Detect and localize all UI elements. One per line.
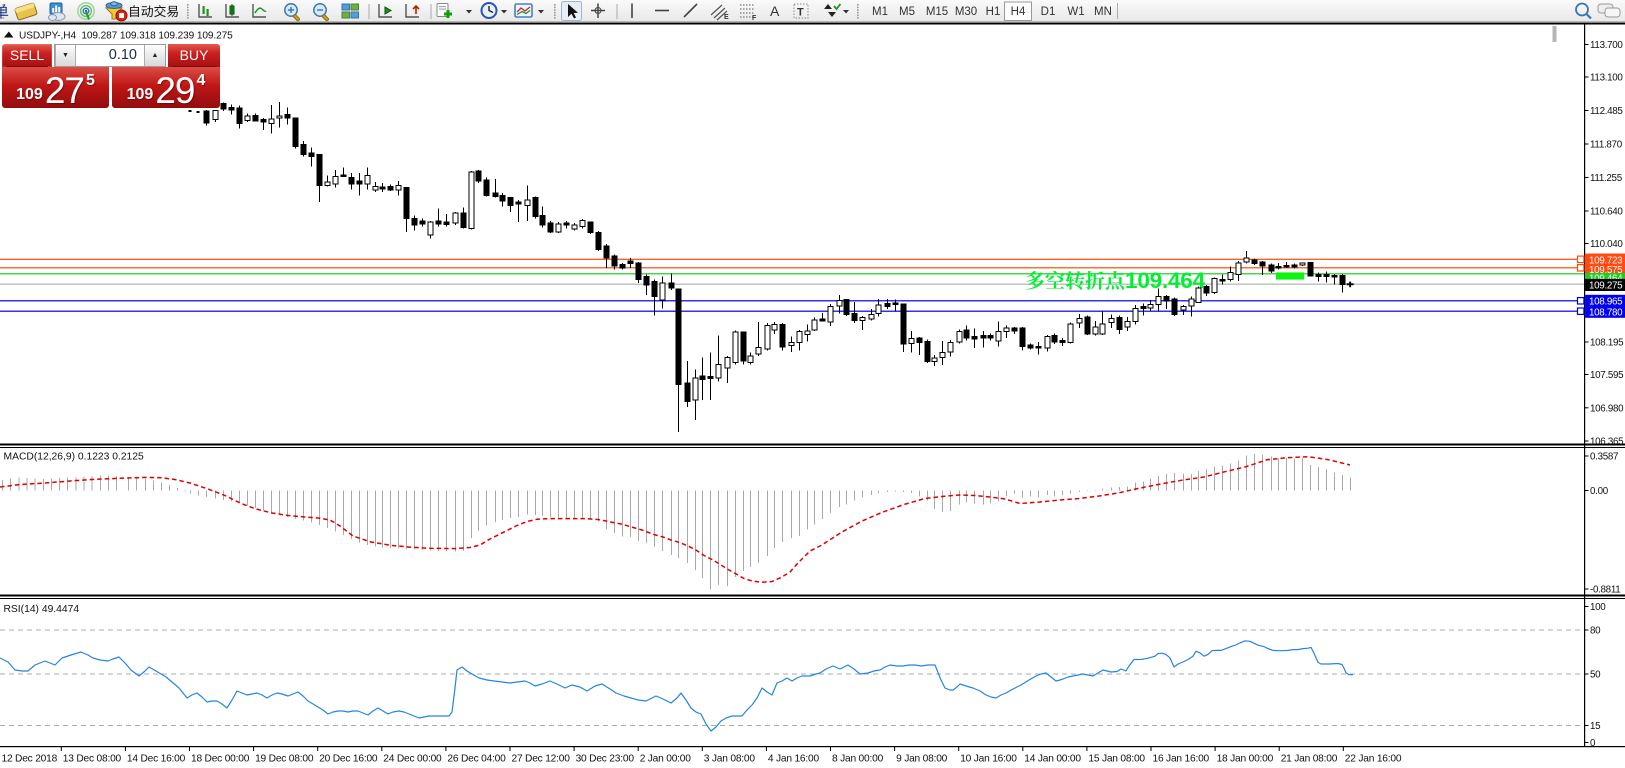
svg-text:MACD(12,26,9) 0.1223 0.2125: MACD(12,26,9) 0.1223 0.2125: [4, 452, 145, 463]
svg-text:18 Dec 00:00: 18 Dec 00:00: [191, 754, 250, 765]
svg-text:T: T: [797, 7, 804, 19]
svg-text:107.595: 107.595: [1590, 370, 1624, 381]
svg-text:0.00: 0.00: [1590, 486, 1609, 497]
svg-text:109.575: 109.575: [1589, 265, 1623, 276]
svg-text:108.195: 108.195: [1590, 338, 1624, 349]
svg-text:110.040: 110.040: [1590, 239, 1623, 250]
svg-text:108.780: 108.780: [1589, 307, 1623, 318]
svg-text:M1: M1: [872, 6, 888, 18]
svg-text:4 Jan 16:00: 4 Jan 16:00: [768, 754, 820, 765]
svg-text:109.723: 109.723: [1589, 255, 1623, 266]
svg-text:22 Jan 16:00: 22 Jan 16:00: [1345, 754, 1402, 765]
svg-text:15 Jan 08:00: 15 Jan 08:00: [1088, 754, 1145, 765]
svg-text:100: 100: [1590, 602, 1606, 613]
svg-text:20 Dec 16:00: 20 Dec 16:00: [319, 754, 378, 765]
svg-text:W1: W1: [1067, 6, 1084, 18]
svg-text:15: 15: [1590, 721, 1601, 732]
svg-text:106.365: 106.365: [1590, 437, 1624, 448]
svg-text:USDJPY-,H4 109.287 109.318 10: USDJPY-,H4 109.287 109.318 109.239 109.2…: [19, 31, 233, 42]
svg-text:50: 50: [1590, 670, 1601, 681]
svg-text:F: F: [752, 15, 757, 22]
svg-text:109.275: 109.275: [1589, 281, 1623, 292]
svg-text:16 Jan 16:00: 16 Jan 16:00: [1153, 754, 1210, 765]
svg-text:13 Dec 08:00: 13 Dec 08:00: [63, 754, 122, 765]
svg-text:8 Jan 00:00: 8 Jan 00:00: [832, 754, 884, 765]
svg-text:21 Jan 08:00: 21 Jan 08:00: [1281, 754, 1338, 765]
svg-text:A: A: [770, 3, 780, 19]
svg-text:14 Dec 16:00: 14 Dec 16:00: [127, 754, 186, 765]
svg-text:30 Dec 23:00: 30 Dec 23:00: [576, 754, 635, 765]
svg-text:80: 80: [1590, 626, 1601, 637]
svg-text:M5: M5: [899, 6, 915, 18]
svg-text:M15: M15: [926, 6, 948, 18]
svg-text:19 Dec 08:00: 19 Dec 08:00: [255, 754, 314, 765]
svg-text:2 Jan 00:00: 2 Jan 00:00: [640, 754, 692, 765]
svg-text:3 Jan 08:00: 3 Jan 08:00: [704, 754, 756, 765]
svg-text:D1: D1: [1041, 6, 1056, 18]
svg-text:108.965: 108.965: [1589, 296, 1623, 307]
svg-text:26 Dec 04:00: 26 Dec 04:00: [447, 754, 506, 765]
svg-text:111.870: 111.870: [1590, 140, 1623, 151]
svg-text:H1: H1: [986, 6, 1001, 18]
svg-text:27 Dec 12:00: 27 Dec 12:00: [512, 754, 571, 765]
svg-text:110.640: 110.640: [1590, 207, 1623, 218]
svg-text:H4: H4: [1011, 6, 1026, 18]
svg-text:E: E: [724, 14, 729, 21]
svg-text:24 Dec 00:00: 24 Dec 00:00: [383, 754, 442, 765]
svg-text:111.255: 111.255: [1590, 173, 1623, 184]
svg-text:14 Jan 00:00: 14 Jan 00:00: [1024, 754, 1081, 765]
svg-text:0: 0: [1590, 738, 1596, 749]
svg-text:RSI(14) 49.4474: RSI(14) 49.4474: [4, 604, 80, 615]
svg-text:112.485: 112.485: [1590, 106, 1623, 117]
svg-text:18 Jan 00:00: 18 Jan 00:00: [1217, 754, 1274, 765]
svg-text:109.464: 109.464: [1589, 273, 1623, 284]
svg-text:-0.8811: -0.8811: [1590, 585, 1620, 596]
svg-text:0.3587: 0.3587: [1590, 452, 1618, 463]
svg-text:MN: MN: [1094, 6, 1112, 18]
svg-text:M30: M30: [955, 6, 977, 18]
svg-text:113.700: 113.700: [1590, 40, 1623, 51]
svg-text:9 Jan 08:00: 9 Jan 08:00: [896, 754, 948, 765]
svg-text:113.100: 113.100: [1590, 73, 1623, 84]
svg-text:109.464: 109.464: [1125, 268, 1206, 293]
svg-text:106.980: 106.980: [1590, 403, 1624, 414]
svg-text:10 Jan 16:00: 10 Jan 16:00: [960, 754, 1017, 765]
svg-text:12 Dec 2018: 12 Dec 2018: [2, 754, 58, 765]
